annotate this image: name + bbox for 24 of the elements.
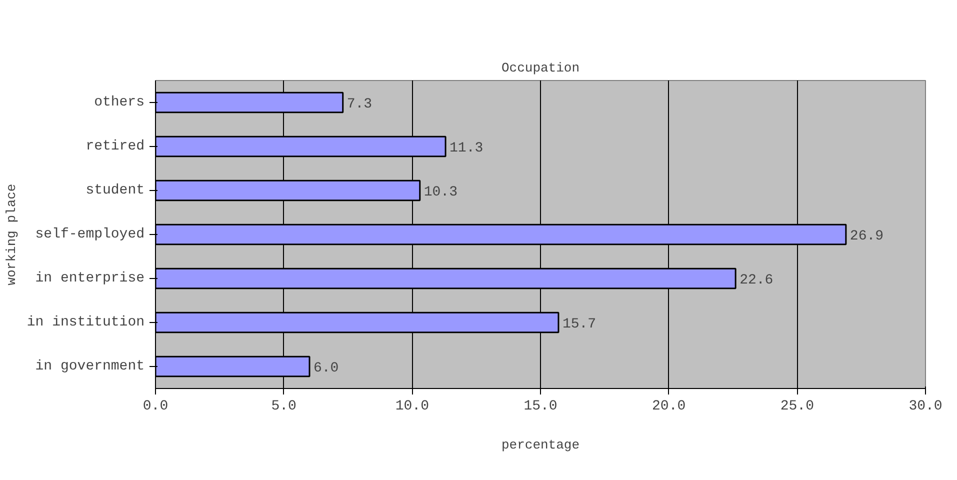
- x-tick-label: 25.0: [780, 398, 814, 414]
- x-axis-title: percentage: [501, 438, 580, 452]
- x-tick-label: 30.0: [908, 398, 942, 414]
- data-label: 6.0: [314, 360, 339, 376]
- y-tick-label: student: [86, 182, 145, 198]
- data-label: 26.9: [850, 228, 884, 244]
- data-label: 15.7: [562, 316, 596, 332]
- y-axis-title: working place: [4, 184, 19, 286]
- y-tick-label: in enterprise: [35, 270, 144, 286]
- x-tick-label: 10.0: [395, 398, 429, 414]
- x-tick-label: 0.0: [142, 398, 168, 414]
- x-tick-label: 15.0: [524, 398, 558, 414]
- x-tick-label: 20.0: [652, 398, 686, 414]
- data-label: 7.3: [346, 96, 372, 112]
- chart-title: Occupation: [501, 60, 580, 76]
- data-label: 22.6: [740, 272, 774, 288]
- data-label: 11.3: [450, 140, 484, 156]
- x-tick-label: 5.0: [271, 398, 296, 414]
- y-tick-label: retired: [86, 138, 145, 154]
- y-tick-label: self-employed: [35, 226, 144, 242]
- y-tick-label: in government: [35, 358, 144, 374]
- y-tick-label: others: [94, 94, 145, 110]
- data-label: 10.3: [424, 184, 458, 200]
- y-tick-label: in institution: [26, 314, 145, 330]
